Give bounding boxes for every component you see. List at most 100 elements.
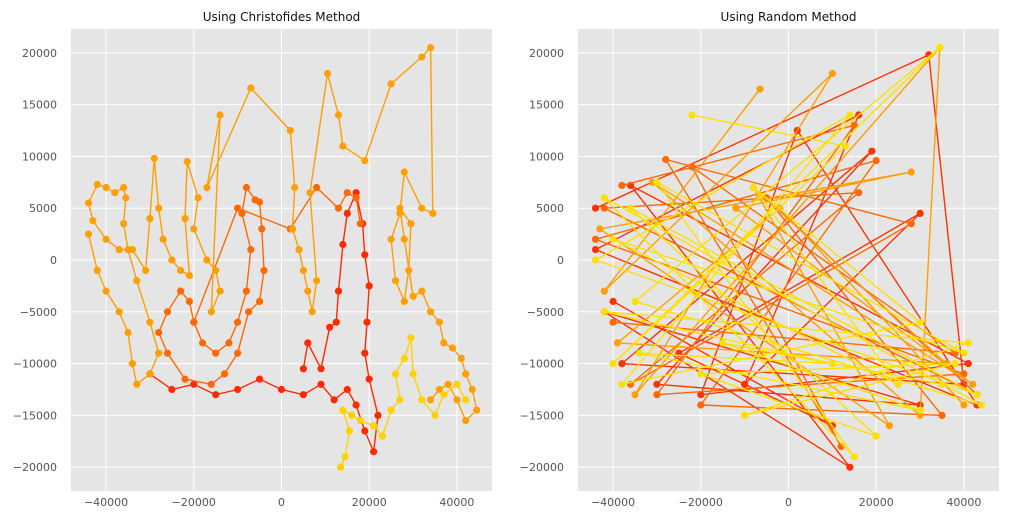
- data-point: [220, 370, 229, 378]
- data-point: [181, 215, 189, 223]
- data-point: [872, 432, 880, 440]
- data-point: [203, 183, 211, 192]
- x-tick-label: 40000: [946, 496, 981, 509]
- data-point: [387, 80, 395, 88]
- data-point: [407, 220, 415, 228]
- x-tick-label: 40000: [439, 496, 474, 509]
- data-point: [964, 360, 972, 368]
- data-point: [828, 360, 837, 368]
- data-point: [653, 380, 661, 388]
- data-point: [631, 297, 639, 305]
- data-point: [225, 339, 233, 347]
- data-point: [418, 53, 426, 61]
- data-point: [609, 360, 617, 368]
- data-point: [885, 422, 894, 430]
- data-point: [183, 158, 191, 166]
- y-tick-label: 10000: [529, 150, 564, 163]
- data-point: [234, 385, 242, 394]
- data-point: [155, 204, 163, 212]
- data-point: [828, 69, 837, 78]
- chart-title: Using Random Method: [721, 10, 857, 24]
- data-point: [431, 411, 439, 419]
- series-line: [157, 186, 362, 385]
- y-tick-label: −15000: [520, 409, 564, 422]
- data-point: [396, 204, 404, 212]
- data-point: [159, 235, 167, 243]
- data-point: [400, 168, 408, 176]
- data-point: [133, 380, 141, 388]
- data-point: [697, 370, 705, 378]
- data-point: [185, 271, 193, 280]
- data-point: [936, 44, 944, 52]
- data-point: [122, 194, 130, 202]
- data-point: [688, 111, 696, 119]
- data-point: [653, 178, 661, 186]
- data-point: [365, 282, 373, 290]
- data-point: [363, 318, 371, 326]
- data-point: [238, 209, 246, 217]
- data-point: [631, 391, 639, 399]
- data-point: [435, 318, 443, 326]
- data-point: [286, 126, 294, 135]
- subplot-random: Using Random Method −40000 −20000 0 20000 40…: [520, 10, 999, 509]
- y-tick-labels: −20000 −15000 −10000 −5000 0 5000 10000 15000 20…: [520, 47, 564, 474]
- data-point: [440, 339, 448, 347]
- data-point: [370, 448, 378, 456]
- data-point: [697, 391, 705, 399]
- data-point: [128, 246, 136, 254]
- y-tick-label: 10000: [22, 150, 57, 163]
- data-point: [323, 69, 332, 78]
- data-point: [473, 406, 481, 414]
- series: [146, 189, 382, 456]
- data-point: [400, 235, 408, 243]
- x-tick-labels: −40000 −20000 0 20000 40000: [84, 496, 474, 509]
- y-tick-label: 15000: [22, 99, 57, 112]
- data-point: [93, 180, 101, 188]
- data-point: [128, 360, 136, 368]
- data-point: [916, 318, 924, 326]
- series-layer: [591, 44, 986, 471]
- y-tick-label: 0: [557, 254, 564, 267]
- data-point: [185, 297, 193, 305]
- series: [591, 44, 986, 461]
- data-point: [306, 189, 314, 197]
- data-point: [343, 209, 351, 217]
- data-point: [212, 391, 220, 399]
- data-point: [409, 292, 417, 300]
- data-point: [938, 380, 946, 388]
- x-tick-label: 0: [785, 496, 792, 509]
- y-tick-label: 20000: [22, 47, 57, 60]
- y-tick-labels: −20000 −15000 −10000 −5000 0 5000 10000 15000 20…: [13, 47, 57, 474]
- data-point: [89, 217, 97, 225]
- data-point: [846, 463, 854, 471]
- data-point: [429, 209, 437, 217]
- data-point: [299, 266, 307, 274]
- data-point: [741, 411, 749, 419]
- data-point: [457, 354, 465, 362]
- data-point: [337, 463, 345, 471]
- data-point: [247, 84, 255, 92]
- data-point: [212, 266, 220, 274]
- data-point: [339, 142, 347, 150]
- data-point: [907, 220, 915, 228]
- y-tick-label: 15000: [529, 99, 564, 112]
- data-point: [356, 220, 364, 228]
- data-point: [370, 422, 378, 430]
- data-point: [260, 266, 268, 274]
- data-point: [111, 189, 119, 197]
- data-point: [627, 204, 635, 212]
- data-point: [168, 385, 176, 394]
- data-point: [374, 411, 382, 419]
- data-point: [618, 380, 626, 388]
- data-point: [304, 339, 312, 347]
- data-point: [234, 318, 242, 326]
- y-tick-label: 20000: [529, 47, 564, 60]
- data-point: [697, 401, 705, 409]
- data-point: [334, 287, 343, 295]
- data-point: [846, 111, 854, 119]
- data-point: [163, 349, 172, 357]
- data-point: [190, 318, 198, 326]
- data-point: [348, 411, 356, 419]
- data-point: [330, 396, 338, 404]
